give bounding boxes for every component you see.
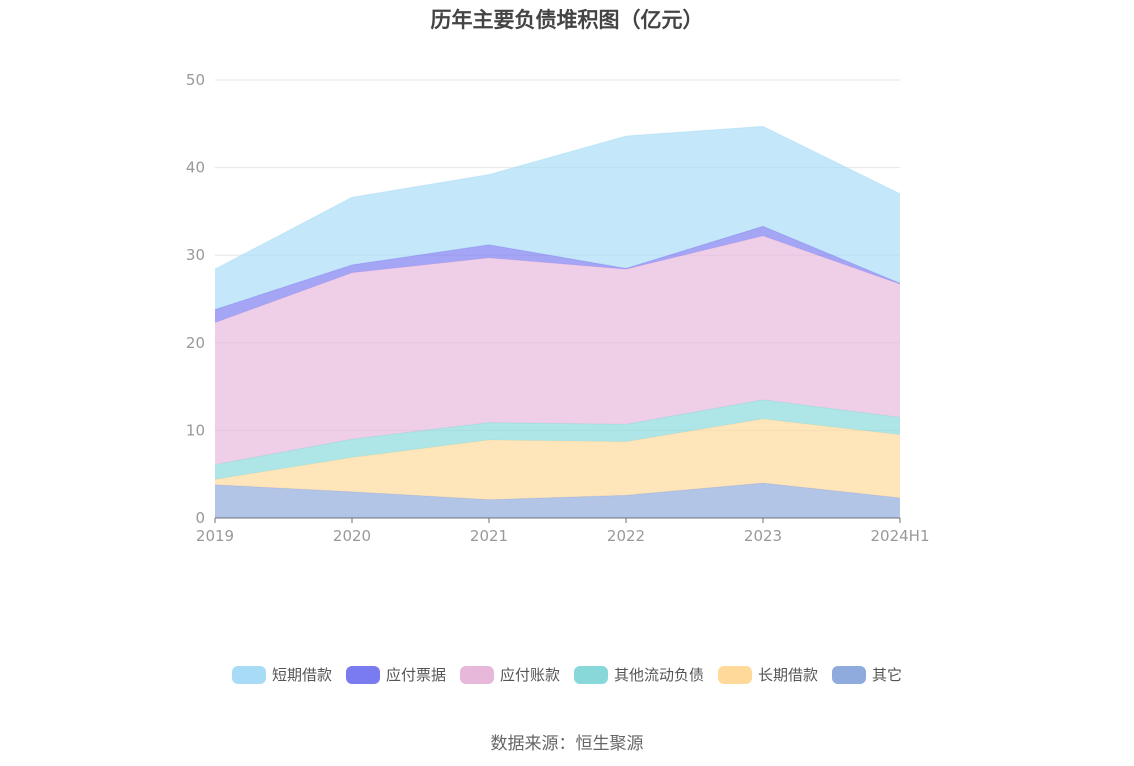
legend-item-long-term-loans[interactable]: 长期借款 (718, 664, 818, 685)
legend-swatch (574, 665, 608, 684)
legend-item-accounts-payable[interactable]: 应付账款 (459, 664, 560, 685)
legend-item-other[interactable]: 其它 (832, 664, 902, 685)
legend-label: 长期借款 (758, 666, 819, 684)
legend-swatch (832, 665, 867, 684)
x-tick-label: 2021 (470, 527, 508, 545)
y-tick-label: 10 (186, 421, 205, 439)
legend-item-short-term-loans[interactable]: 短期借款 (231, 664, 332, 685)
x-tick-label: 2020 (333, 527, 371, 545)
area-edge-短期借款 (214, 125, 901, 270)
axes: 0 10 20 30 40 50 2019 2020 2021 2022 2023 2024H1 (186, 71, 930, 545)
legend-label: 应付票据 (385, 666, 446, 684)
x-tick-label: 2019 (196, 527, 234, 545)
area-edge-应付票据 (214, 225, 901, 310)
legend-label: 应付账款 (499, 666, 560, 684)
area-series-短期借款[interactable] (215, 126, 900, 310)
x-tick-label: 2024H1 (871, 527, 930, 545)
area-series (214, 125, 901, 518)
area-series-应付账款[interactable] (215, 235, 900, 465)
x-tick-label: 2022 (607, 527, 645, 545)
area-series-其它[interactable] (215, 482, 900, 518)
area-series-其他流动负债[interactable] (215, 399, 900, 480)
legend-item-other-current-liabilities[interactable]: 其他流动负债 (574, 664, 704, 685)
y-tick-label: 40 (186, 159, 205, 177)
legend-swatch (231, 665, 266, 684)
legend-swatch (459, 665, 494, 684)
chart-title: 历年主要负债堆积图（亿元） (430, 8, 704, 32)
legend: 短期借款 应付票据 应付账款 其他流动负债 长期借款 其它 (0, 664, 1134, 685)
legend-label: 短期借款 (271, 666, 332, 684)
legend-swatch (345, 665, 380, 684)
legend-swatch (718, 665, 753, 684)
legend-label: 其它 (872, 666, 903, 684)
legend-label: 其他流动负债 (614, 666, 705, 684)
legend-item-notes-payable[interactable]: 应付票据 (345, 664, 446, 685)
area-series-长期借款[interactable] (215, 419, 900, 500)
y-tick-label: 20 (186, 334, 205, 352)
x-tick-label: 2023 (744, 527, 782, 545)
y-tick-label: 0 (195, 509, 205, 527)
source-note: 数据来源：恒生聚源 (490, 734, 644, 754)
y-tick-label: 50 (186, 71, 205, 89)
y-tick-label: 30 (186, 246, 205, 264)
